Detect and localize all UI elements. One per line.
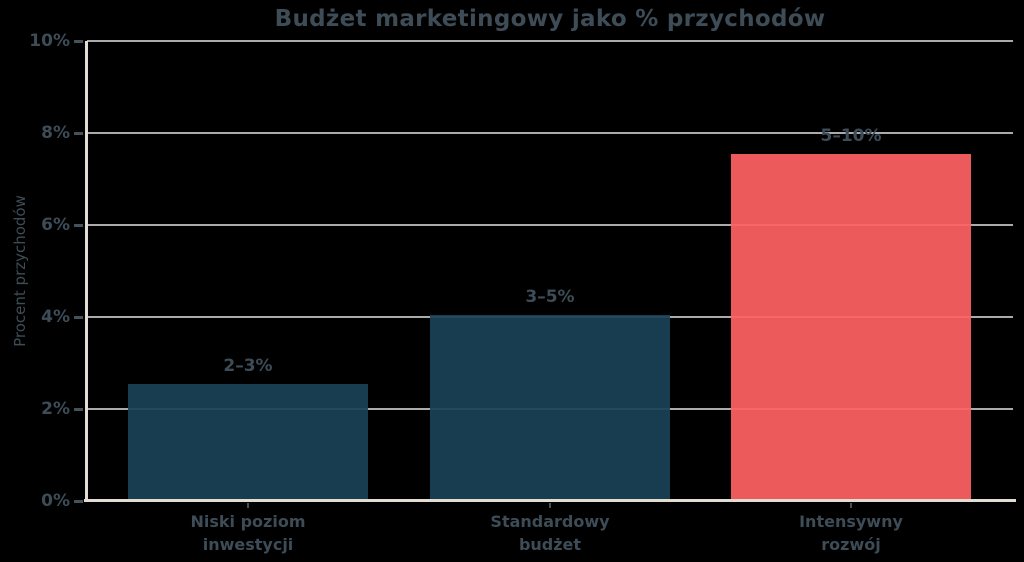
bar-group-intensywny: 5–10%: [731, 41, 971, 501]
chart-title: Budżet marketingowy jako % przychodów: [274, 6, 826, 32]
y-tick-mark: [74, 40, 83, 43]
y-tick-mark: [74, 224, 83, 227]
bar-niski-poziom: [128, 384, 368, 499]
gridline-8pct: [87, 132, 1013, 134]
bar-group-standardowy: 3–5%: [430, 41, 670, 501]
x-category-label-niski-poziom: Niski poziom inwestycji: [128, 510, 368, 556]
y-tick-label-2: 2%: [41, 399, 70, 419]
bar-value-label: 5–10%: [820, 126, 882, 146]
x-category-line: rozwój: [821, 535, 881, 554]
bar-intensywny: [731, 154, 971, 499]
y-axis-line: [85, 41, 88, 502]
x-tick-mark: [549, 503, 551, 508]
plot-area: 2–3% 3–5% 5–10%: [84, 40, 1016, 502]
bar-group-niski-poziom: 2–3%: [128, 41, 368, 501]
x-tick-mark: [247, 503, 249, 508]
y-tick-mark: [74, 316, 83, 319]
bar-value-label: 3–5%: [525, 287, 575, 307]
x-category-label-intensywny: Intensywny rozwój: [731, 510, 971, 556]
y-tick-mark: [74, 408, 83, 411]
x-category-line: budżet: [518, 535, 582, 554]
x-category-line: Standardowy: [490, 512, 610, 531]
y-tick-mark: [74, 132, 83, 135]
y-tick-label-0: 0%: [41, 491, 70, 511]
bar-value-label: 2–3%: [223, 356, 273, 376]
y-tick-mark: [74, 500, 83, 503]
y-tick-label-4: 4%: [41, 307, 70, 327]
x-category-line: Niski poziom: [190, 512, 306, 531]
gridline-6pct: [87, 224, 1013, 226]
bar-standardowy: [430, 315, 670, 499]
y-tick-label-6: 6%: [41, 215, 70, 235]
y-tick-label-10: 10%: [29, 31, 70, 51]
gridline-10pct: [87, 40, 1013, 42]
x-tick-mark: [850, 503, 852, 508]
y-tick-label-8: 8%: [41, 123, 70, 143]
x-category-line: inwestycji: [202, 535, 294, 554]
x-axis-line: [84, 499, 1016, 502]
x-category-line: Intensywny: [799, 512, 903, 531]
x-category-label-standardowy: Standardowy budżet: [430, 510, 670, 556]
